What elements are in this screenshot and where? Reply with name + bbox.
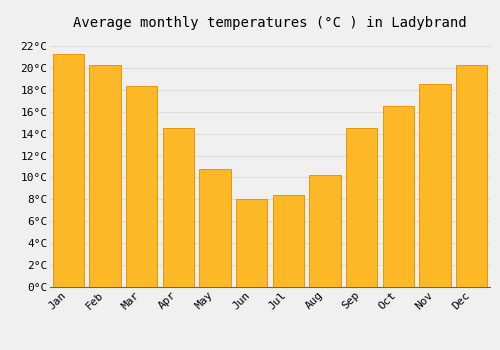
Bar — [310, 175, 340, 287]
Bar — [420, 84, 450, 287]
Bar — [53, 54, 84, 287]
Bar — [273, 195, 304, 287]
Bar — [163, 128, 194, 287]
Title: Average monthly temperatures (°C ) in Ladybrand: Average monthly temperatures (°C ) in La… — [73, 16, 467, 30]
Bar — [90, 65, 120, 287]
Bar — [126, 86, 157, 287]
Bar — [236, 199, 267, 287]
Bar — [382, 106, 414, 287]
Bar — [346, 128, 378, 287]
Bar — [200, 169, 230, 287]
Bar — [456, 65, 487, 287]
